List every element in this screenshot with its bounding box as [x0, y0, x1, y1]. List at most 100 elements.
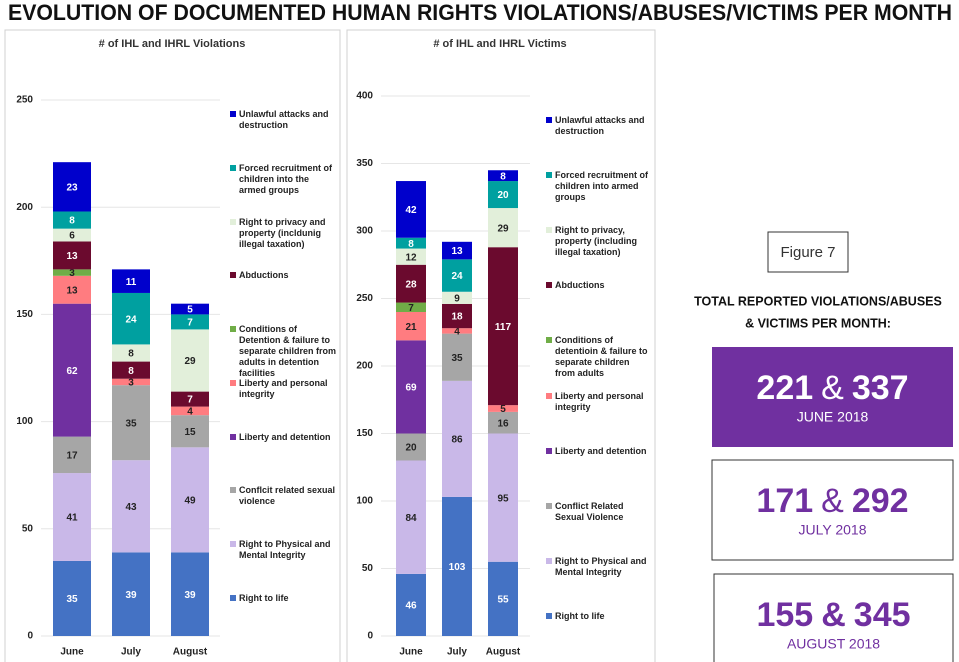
data-label: 3 — [128, 378, 134, 389]
data-label: 18 — [451, 312, 463, 323]
total-numbers: 171 & 292 — [756, 482, 908, 520]
bar-segment — [488, 170, 518, 182]
bar-segment — [171, 303, 209, 315]
chart-title: # of IHL and IHRL Violations — [99, 38, 246, 50]
data-label: 3 — [69, 268, 75, 279]
bar-segment — [396, 237, 426, 249]
legend-item: Liberty and personal integrity — [230, 378, 338, 400]
bar-segment — [171, 391, 209, 407]
bar-segment — [442, 259, 472, 292]
y-tick-label: 250 — [16, 95, 33, 106]
figure-box — [767, 231, 849, 273]
data-label: 20 — [497, 190, 509, 201]
data-label: 15 — [184, 427, 196, 438]
legend-text: Abductions — [555, 280, 605, 291]
bar-segment — [112, 292, 150, 345]
data-label: 29 — [184, 356, 196, 367]
bar-segment — [396, 302, 426, 312]
bar-segment — [53, 560, 91, 636]
y-tick-label: 100 — [16, 416, 33, 427]
legend-text: Conditions of detentioin & failure to se… — [555, 335, 648, 379]
bar-segment — [488, 208, 518, 248]
bar-segment — [396, 460, 426, 574]
legend-text: Liberty and detention — [239, 431, 331, 442]
bar-segment — [396, 433, 426, 461]
data-label: 103 — [449, 562, 466, 573]
bar-segment — [171, 314, 209, 330]
legend-swatch — [230, 541, 236, 548]
bar-segment — [442, 380, 472, 497]
y-tick-label: 50 — [22, 523, 34, 534]
chart-title: # of IHL and IHRL Victims — [433, 38, 566, 50]
data-label: 46 — [405, 601, 417, 612]
legend-text: Forced recruitment of children into the … — [239, 162, 333, 195]
legend-item: Right to Physical and Mental Integrity — [546, 556, 648, 578]
legend-item: Conflict Related Sexual Violence — [546, 501, 648, 523]
legend-swatch — [230, 379, 236, 386]
data-label: 13 — [66, 251, 78, 262]
legend-swatch — [230, 272, 236, 279]
data-label: 95 — [497, 493, 509, 504]
chart-frame — [4, 29, 341, 662]
legend-item: Conditions of Detention & failure to sep… — [230, 324, 338, 379]
legend-text: Conflcit related sexual violence — [239, 485, 336, 507]
data-label: 35 — [66, 594, 78, 605]
bar-segment — [488, 181, 518, 209]
bar-segment — [396, 264, 426, 303]
bar-segment — [53, 436, 91, 474]
bar-segment — [488, 405, 518, 412]
data-label: 23 — [66, 182, 78, 193]
bar-segment — [488, 561, 518, 636]
data-label: 69 — [405, 383, 417, 394]
x-tick-label: August — [486, 647, 521, 658]
legend-item: Forced recruitment of children into arme… — [546, 170, 648, 203]
panel-heading: TOTAL REPORTED VIOLATIONS/ABUSES — [694, 294, 942, 308]
bar-segment — [112, 344, 150, 362]
bar-segment — [53, 162, 91, 212]
legend-swatch — [230, 595, 236, 601]
data-label: 41 — [66, 513, 78, 524]
victims-total: 292 — [852, 482, 909, 520]
legend-swatch — [546, 117, 552, 123]
bar-segment — [53, 473, 91, 561]
legend-text: Right to life — [239, 593, 289, 603]
data-label: 4 — [454, 327, 460, 338]
data-label: 29 — [497, 223, 509, 234]
bar-segment — [53, 211, 91, 229]
legend-text: Right to privacy, property (including il… — [555, 225, 637, 258]
legend-swatch — [546, 392, 552, 399]
bar-segment — [171, 406, 209, 416]
legend-item: Right to Physical and Mental Integrity — [230, 539, 338, 561]
bar-segment — [53, 303, 91, 437]
bar-segment — [396, 573, 426, 636]
legend-item: Right to life — [230, 593, 338, 604]
month-label: JULY 2018 — [799, 522, 867, 538]
data-label: 5 — [187, 305, 193, 316]
legend-swatch — [546, 282, 552, 289]
bar-segment — [396, 340, 426, 434]
data-label: 8 — [128, 349, 134, 360]
data-label: 7 — [408, 303, 414, 314]
data-label: 39 — [184, 590, 196, 601]
legend-swatch — [230, 433, 236, 440]
legend-swatch — [230, 487, 236, 494]
legend-swatch — [546, 613, 552, 619]
data-label: 84 — [405, 513, 417, 524]
legend-item: Liberty and detention — [230, 432, 338, 443]
bar-segment — [112, 378, 150, 386]
data-label: 8 — [500, 171, 506, 182]
x-tick-label: August — [173, 647, 208, 658]
data-label: 8 — [128, 366, 134, 377]
total-box — [712, 347, 953, 447]
data-label: 7 — [187, 318, 193, 329]
y-tick-label: 150 — [356, 428, 373, 439]
legend-item: Abductions — [230, 270, 338, 281]
legend-item: Forced recruitment of children into the … — [230, 163, 338, 196]
legend-item: Abductions — [546, 280, 648, 291]
legend-text: Liberty and detention — [555, 445, 647, 456]
x-tick-label: June — [399, 647, 423, 658]
month-label: JUNE 2018 — [797, 409, 869, 425]
bar-segment — [442, 303, 472, 329]
legend-item: Right to privacy, property (including il… — [546, 225, 648, 258]
